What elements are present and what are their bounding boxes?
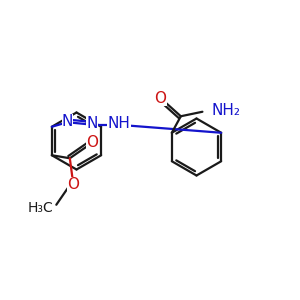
Text: O: O xyxy=(67,177,79,192)
Text: O: O xyxy=(86,135,98,150)
Text: NH₂: NH₂ xyxy=(212,103,240,118)
Text: NH: NH xyxy=(108,116,130,131)
Text: N: N xyxy=(86,116,98,131)
Text: N: N xyxy=(62,114,73,129)
Text: H₃C: H₃C xyxy=(28,201,53,215)
Text: O: O xyxy=(154,91,166,106)
